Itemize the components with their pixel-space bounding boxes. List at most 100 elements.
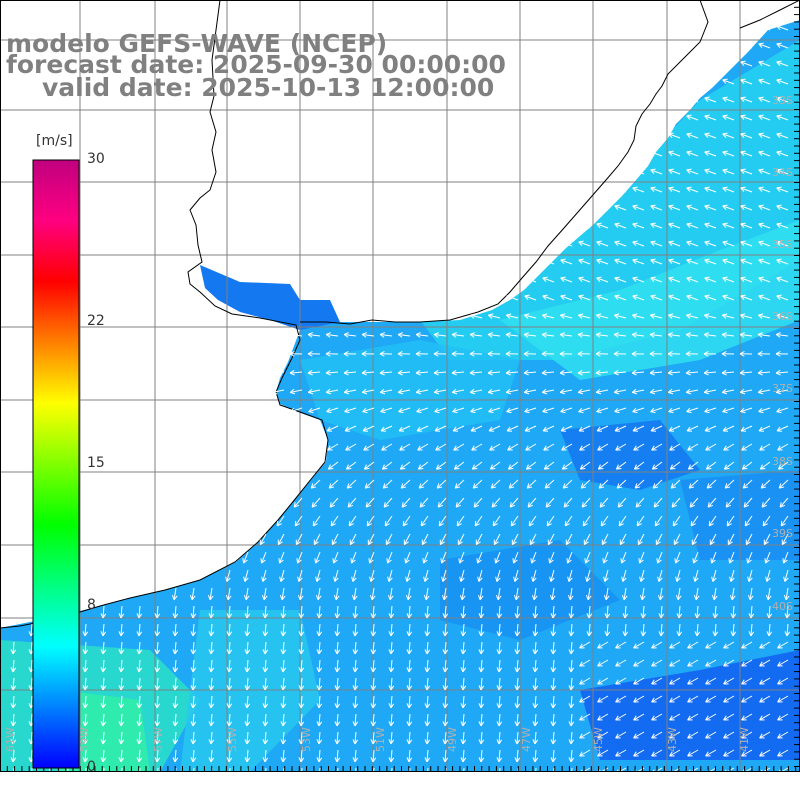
lat-label: 36S — [772, 310, 793, 323]
wind-arrow — [686, 407, 699, 414]
wind-arrow — [442, 623, 449, 637]
wind-arrow — [478, 641, 485, 655]
wind-arrow — [82, 677, 89, 691]
wind-arrow — [136, 695, 143, 709]
wind-arrow — [759, 677, 771, 685]
wind-arrow — [568, 605, 575, 619]
wind-arrow — [333, 587, 340, 601]
wind-arrow — [780, 515, 789, 527]
wind-arrow — [325, 388, 339, 395]
wind-arrow — [532, 659, 539, 673]
wind-arrow — [406, 623, 413, 637]
wind-arrow — [765, 587, 772, 601]
wind-arrow — [712, 623, 719, 637]
wind-arrow — [568, 677, 575, 691]
wind-arrow — [476, 551, 483, 564]
wind-arrow — [307, 388, 321, 395]
wind-arrow — [597, 461, 609, 470]
wind-arrow — [505, 332, 519, 338]
wind-arrow — [226, 605, 233, 619]
wind-arrow — [154, 659, 161, 673]
wind-arrow — [244, 623, 251, 637]
wind-arrow — [118, 713, 125, 727]
wind-arrow — [298, 605, 305, 619]
wind-arrow — [82, 749, 89, 763]
wind-arrow — [649, 351, 663, 357]
wind-arrow — [193, 767, 195, 772]
wind-arrow — [549, 569, 555, 582]
wind-arrow — [513, 587, 520, 601]
wind-arrow — [415, 332, 429, 338]
wind-arrow — [293, 497, 303, 508]
wind-arrow — [776, 240, 789, 247]
wind-arrow — [541, 332, 555, 338]
wind-arrow — [621, 569, 627, 582]
wind-arrow — [566, 551, 573, 564]
wind-arrow — [686, 294, 699, 301]
wind-arrow — [542, 258, 555, 265]
wind-arrow — [741, 695, 753, 703]
wind-arrow — [478, 605, 485, 619]
wind-arrow — [434, 407, 447, 414]
wind-arrow — [326, 425, 339, 432]
wind-arrow — [343, 369, 357, 376]
wind-arrow — [492, 515, 501, 527]
wind-arrow — [550, 605, 557, 619]
wind-arrow — [603, 569, 609, 582]
wind-arrow — [598, 479, 609, 489]
wind-arrow — [514, 605, 521, 619]
wind-arrow — [758, 150, 771, 157]
wind-arrow — [279, 569, 285, 582]
wind-arrow — [596, 204, 609, 211]
wind-arrow — [424, 695, 431, 709]
wind-arrow — [571, 767, 573, 772]
wind-arrow — [579, 713, 591, 721]
wind-arrow — [351, 569, 357, 582]
wind-arrow — [82, 731, 89, 745]
wind-arrow — [614, 240, 627, 247]
wind-arrow — [560, 407, 573, 414]
wind-arrow — [722, 60, 735, 67]
wind-arrow — [337, 767, 339, 772]
wind-arrow — [298, 641, 305, 655]
wind-arrow — [441, 569, 447, 582]
wind-arrow — [632, 313, 645, 319]
wind-arrow — [667, 332, 681, 338]
wind-arrow — [615, 731, 627, 739]
wind-arrow — [740, 407, 753, 414]
wind-arrow — [614, 425, 627, 432]
wind-arrow — [651, 443, 663, 451]
wind-arrow — [568, 623, 575, 637]
wind-arrow — [542, 294, 555, 301]
wind-arrow — [406, 641, 413, 655]
lon-label: 45W — [592, 727, 605, 752]
wind-arrow — [265, 767, 267, 772]
wind-arrow — [380, 425, 393, 432]
wind-arrow — [157, 767, 159, 772]
wind-arrow — [330, 515, 339, 527]
wind-arrow — [553, 767, 555, 772]
wind-arrow — [777, 443, 789, 451]
wind-arrow — [633, 461, 645, 470]
wind-arrow — [524, 313, 537, 319]
wind-arrow — [328, 479, 339, 489]
wind-arrow — [777, 695, 789, 703]
wind-arrow — [687, 749, 699, 757]
wind-arrow — [705, 443, 717, 451]
wind-arrow — [685, 388, 699, 395]
wind-arrow — [622, 623, 629, 637]
wind-arrow — [154, 713, 161, 727]
wind-arrow — [524, 425, 537, 432]
wind-speed-patch — [60, 690, 150, 772]
wind-arrow — [100, 695, 107, 709]
wind-arrow — [280, 695, 287, 709]
wind-arrow — [442, 695, 449, 709]
wind-arrow — [586, 605, 593, 619]
wind-arrow — [326, 407, 339, 414]
wind-arrow — [82, 623, 89, 637]
wind-arrow — [397, 388, 411, 395]
wind-arrow — [597, 749, 609, 757]
wind-arrow — [740, 168, 753, 175]
wind-arrow — [601, 533, 609, 546]
wind-arrow — [650, 313, 663, 319]
